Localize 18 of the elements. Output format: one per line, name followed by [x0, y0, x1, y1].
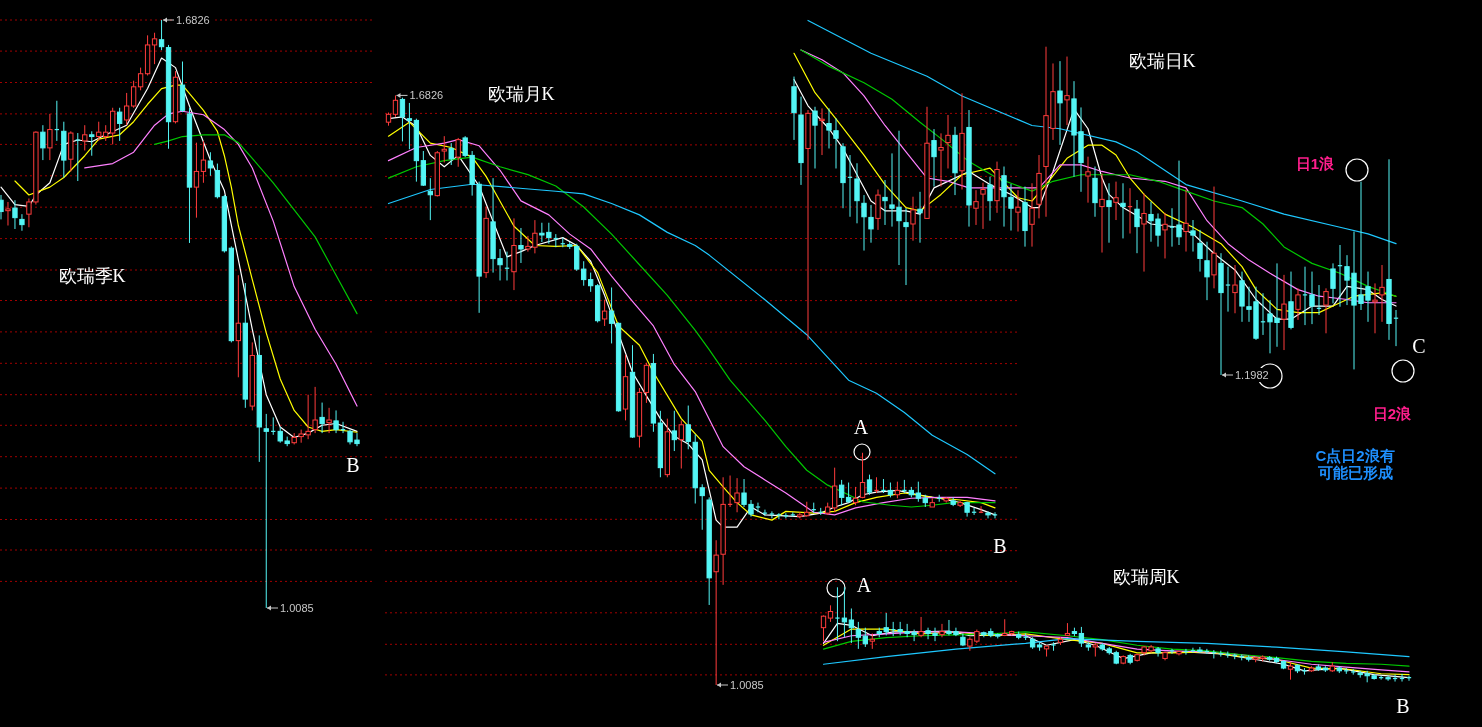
annotation: 日1浪	[1295, 155, 1336, 172]
annotation: 1.6826	[176, 14, 210, 26]
text: C	[1412, 335, 1426, 357]
annotation: 1.0085	[730, 679, 764, 691]
annotation: 1.6826	[409, 89, 444, 102]
text: C点日2浪有可能已形成	[1315, 447, 1395, 481]
annotation: B	[346, 454, 360, 476]
chart-title: 欧瑞月K	[487, 84, 555, 104]
annotation: A	[856, 574, 872, 596]
annotation: B	[993, 535, 1007, 557]
annotation: 1.1982	[1235, 369, 1269, 381]
text: B	[1396, 695, 1410, 717]
text: 欧瑞季K	[58, 266, 126, 286]
chart-title: 欧瑞周K	[1112, 567, 1180, 587]
annotation: A	[853, 416, 869, 438]
annotation: 1.0085	[280, 602, 314, 614]
text: 日2浪	[1372, 405, 1413, 422]
chart-title: 欧瑞日K	[1128, 51, 1196, 71]
